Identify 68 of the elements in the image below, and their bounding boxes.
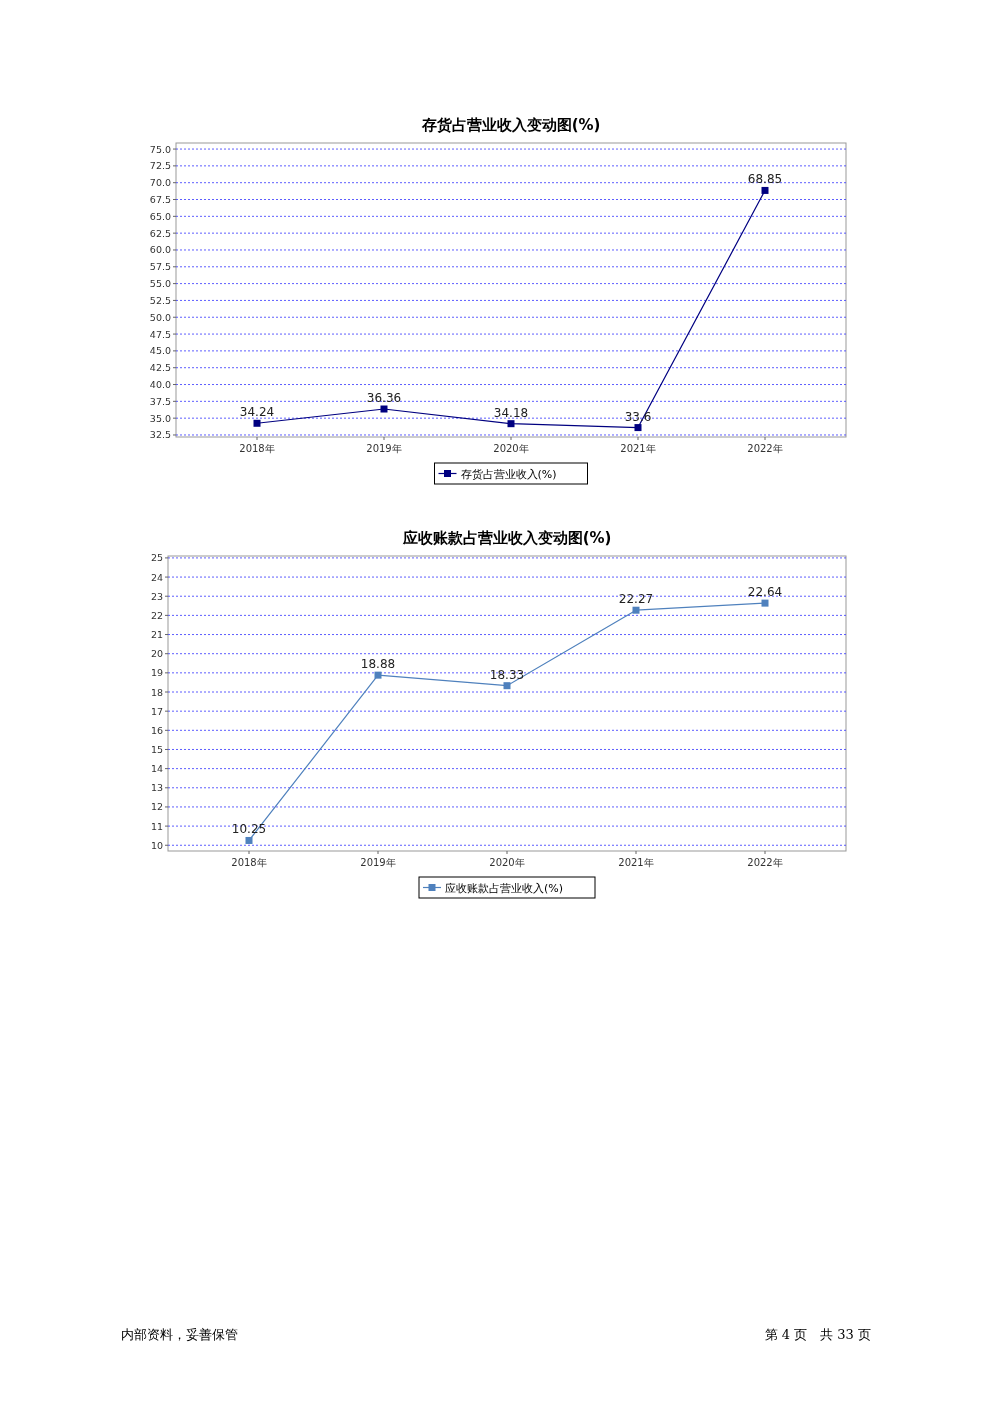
y-tick-label: 14 [150, 763, 163, 775]
y-tick-label: 32.5 [149, 429, 171, 441]
y-tick-label: 19 [150, 667, 163, 679]
data-label: 68.85 [747, 172, 783, 187]
y-tick-label: 16 [150, 724, 163, 736]
data-label: 18.88 [360, 657, 396, 672]
y-tick-label: 62.5 [149, 227, 171, 239]
point [634, 424, 642, 432]
point [761, 186, 769, 194]
x-tick-label: 2020年 [489, 857, 525, 868]
y-tick-label: 18 [150, 686, 163, 698]
x-tick-label: 2020年 [493, 443, 529, 454]
x-tick-label: 2019年 [366, 443, 402, 454]
point [380, 405, 388, 413]
y-tick-label: 40.0 [149, 379, 171, 391]
y-tick-label: 50.0 [149, 311, 171, 323]
x-tick-label: 2018年 [231, 857, 267, 868]
y-tick-label: 10 [150, 839, 163, 851]
x-tick-label: 2021年 [618, 857, 654, 868]
x-tick-label: 2022年 [747, 443, 783, 454]
y-tick-label: 17 [150, 705, 163, 717]
y-tick-label: 52.5 [149, 294, 171, 306]
legend-label: 应收账款占营业收入(%) [445, 882, 564, 895]
y-tick-label: 65.0 [149, 210, 171, 222]
y-tick-label: 75.0 [149, 143, 171, 155]
y-tick-label: 55.0 [149, 278, 171, 290]
y-tick-label: 15 [150, 743, 163, 755]
text: 内部资料，妥善保管 [121, 1327, 238, 1342]
chart-title: 存货占营业收入变动图(%) [420, 116, 601, 134]
y-tick-label: 37.5 [149, 395, 171, 407]
point [507, 420, 515, 428]
data-label: 34.18 [493, 405, 529, 420]
data-label: 18.33 [489, 667, 525, 682]
text: 第 4 页 共 33 页 [764, 1327, 871, 1342]
data-label: 22.64 [747, 585, 783, 600]
point [503, 682, 511, 690]
y-tick-label: 20 [150, 648, 163, 660]
y-tick-label: 47.5 [149, 328, 171, 340]
point [245, 836, 253, 844]
y-tick-label: 42.5 [149, 362, 171, 374]
y-tick-label: 13 [150, 782, 163, 794]
y-tick-label: 12 [150, 801, 163, 813]
point [374, 671, 382, 679]
y-tick-label: 67.5 [149, 194, 171, 206]
x-tick-label: 2019年 [360, 857, 396, 868]
data-label: 36.36 [366, 391, 402, 406]
y-tick-label: 25 [150, 552, 163, 564]
point [761, 599, 769, 607]
x-tick-label: 2022年 [747, 857, 783, 868]
legend-label: 存货占营业收入(%) [460, 468, 557, 481]
data-label: 34.24 [239, 405, 275, 420]
y-tick-label: 24 [150, 571, 163, 583]
y-tick-label: 72.5 [149, 160, 171, 172]
y-tick-label: 57.5 [149, 261, 171, 273]
x-tick-label: 2018年 [239, 443, 275, 454]
y-tick-label: 45.0 [149, 345, 171, 357]
y-tick-label: 22 [150, 609, 163, 621]
chart-title: 应收账款占营业收入变动图(%) [401, 529, 612, 547]
y-tick-label: 60.0 [149, 244, 171, 256]
x-tick-label: 2021年 [620, 443, 656, 454]
point [632, 606, 640, 614]
y-tick-label: 70.0 [149, 177, 171, 189]
y-tick-label: 21 [150, 629, 163, 641]
y-tick-label: 35.0 [149, 412, 171, 424]
data-label: 22.27 [618, 592, 654, 607]
y-tick-label: 23 [150, 590, 163, 602]
point [253, 419, 261, 427]
y-tick-label: 11 [150, 820, 163, 832]
